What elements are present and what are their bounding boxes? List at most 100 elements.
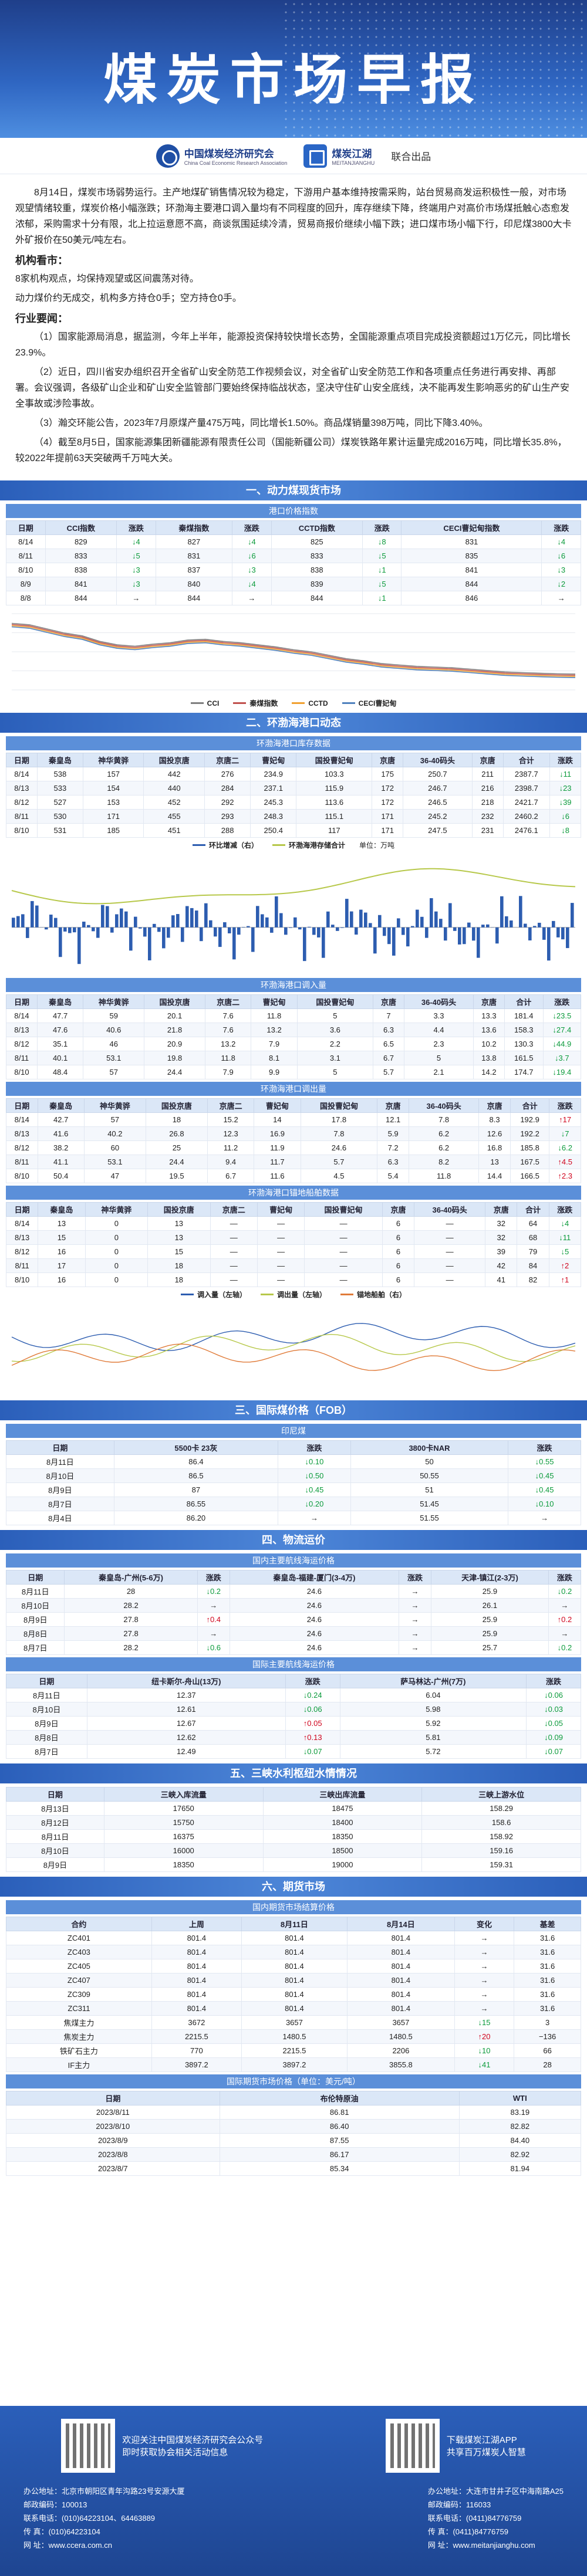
table-row: 8/12 527 153 452 292 245.3 113.6 172 246.5 218 242… (6, 795, 581, 810)
column-header: 秦皇岛 (37, 1098, 85, 1113)
section-4-sub1: 国内主要航线海运价格 (6, 1553, 581, 1568)
column-header: 京唐 (478, 1098, 511, 1113)
table-cell: 3897.2 (241, 2057, 348, 2072)
table-cell: 103.3 (296, 767, 373, 781)
table-cell: ↓23 (549, 781, 581, 796)
bar (294, 917, 297, 928)
table-cell: 237.1 (250, 781, 297, 796)
bar (223, 922, 227, 928)
meitanjianghu-logo: 煤炭江湖 MEITANJIANGHU (303, 144, 375, 168)
bar (162, 927, 166, 949)
table-cell: 5 (296, 1065, 374, 1079)
table-cell: ↑0.05 (285, 1716, 340, 1731)
table-cell: 8月9日 (5, 1612, 65, 1627)
table-cell: 833 (45, 549, 117, 563)
table-row: 8/11 40.1 53.1 19.8 11.8 8.1 3.1 6.7 5 13.8 161.5 ↓… (6, 1051, 582, 1065)
table-cell: 801.4 (346, 1959, 455, 1974)
column-header: 合计 (502, 753, 551, 767)
table-header-row: 日期 秦皇岛 神华黄骅 国投京唐 京唐二 曹妃甸 国投曹妃甸 京唐 36-40码头 京唐 合计 涨跌 (6, 753, 581, 767)
table-row: 铁矿石主力 770 2215.5 2206 ↓10 66 (6, 2043, 581, 2058)
table-cell: 53.1 (83, 1051, 145, 1065)
table-cell: 19000 (262, 1857, 423, 1872)
column-header: 基差 (514, 1917, 581, 1931)
table-cell: 844 (155, 591, 233, 605)
bar (185, 906, 189, 928)
bar (566, 927, 569, 949)
table-cell: 13.3 (473, 1008, 505, 1023)
bar (533, 926, 537, 928)
table-cell: 14.4 (478, 1169, 511, 1183)
table-cell: → (398, 1612, 432, 1627)
table-cell: 13 (147, 1230, 211, 1245)
table-cell: 焦煤主力 (6, 2015, 152, 2030)
table-cell: ↓0.45 (508, 1468, 581, 1483)
table-cell: 32 (485, 1230, 518, 1245)
table-cell: 166.5 (510, 1169, 550, 1183)
mtjh-website-link[interactable]: 网 址：www.meitanjianghu.com (427, 2541, 535, 2550)
table-cell: 84.40 (458, 2133, 582, 2148)
table-cell: 13.6 (473, 1023, 505, 1037)
bar (303, 927, 306, 962)
table-cell: 527 (36, 795, 83, 810)
news-2: （2）近日，四川省安办组织召开全省矿山安全防范工作视频会议，对全省矿山安全防范工… (15, 367, 570, 409)
bar (195, 910, 198, 928)
table-cell: 440 (143, 781, 205, 796)
table-cell: ↓4 (116, 534, 156, 549)
table-row: ZC401 801.4 801.4 801.4 → 31.6 (6, 1931, 581, 1945)
bar (561, 927, 565, 940)
table-cell: ↓0.24 (285, 1688, 340, 1702)
column-header: 京唐二 (207, 1098, 255, 1113)
table-cell: 801.4 (346, 1945, 455, 1959)
table-cell: 11.8 (408, 1169, 480, 1183)
table-row: IF主力 3897.2 3897.2 3855.8 ↓41 28 (6, 2057, 581, 2072)
flow-line (11, 1323, 576, 1352)
table-cell: 7.9 (251, 1037, 298, 1051)
table-cell: ↓23.5 (542, 1008, 582, 1023)
table-cell: 8/10 (6, 1169, 38, 1183)
table-cell: 801.4 (151, 1973, 242, 1988)
table-cell: 19.8 (144, 1051, 205, 1065)
bar (467, 922, 471, 928)
table-cell: 452 (143, 795, 205, 810)
bar (143, 927, 147, 937)
table-row: 8/11 17 0 18— — —6—42 84 ↑2 (5, 1258, 582, 1273)
ccera-qr-code[interactable] (61, 2419, 116, 2473)
bar (472, 927, 475, 941)
bar (505, 916, 508, 928)
column-header: 涨跌 (541, 520, 581, 535)
table-cell: ↓8 (549, 823, 581, 838)
table-cell: ↓7 (549, 1126, 581, 1141)
column-header: 合计 (510, 1098, 550, 1113)
column-header: 涨跌 (526, 1674, 581, 1688)
table-cell: 28.2 (64, 1598, 198, 1613)
table-cell: 801.4 (241, 1959, 348, 1974)
table-cell: 276 (204, 767, 251, 781)
table-cell: 250.7 (403, 767, 473, 781)
table-cell: ↓1 (362, 563, 402, 577)
table-cell: 157 (82, 767, 144, 781)
table-cell: 801.4 (241, 1931, 348, 1945)
table-cell: 17 (38, 1258, 86, 1273)
ccera-website-link[interactable]: 网 址：www.ccera.com.cn (23, 2541, 112, 2550)
table-row: 8月9日 87 ↓0.45 51 ↓0.45 (6, 1482, 581, 1497)
table-cell: 47 (83, 1169, 146, 1183)
table-cell: 831 (401, 534, 542, 549)
table-cell: 59 (83, 1008, 145, 1023)
table-cell: 801.4 (151, 1987, 242, 2002)
table-cell: 12.6 (478, 1126, 511, 1141)
table-cell: 6.2 (408, 1126, 480, 1141)
table-cell: 175 (372, 767, 404, 781)
table-cell: 8/11 (6, 1155, 38, 1169)
table-cell: 234.9 (250, 767, 297, 781)
bar (406, 927, 410, 947)
bar (129, 927, 133, 951)
table-cell: 8月10日 (6, 1702, 87, 1717)
table-cell: 8/12 (6, 1037, 38, 1051)
table-cell: 231 (471, 823, 504, 838)
table-cell: 530 (36, 809, 83, 824)
table-cell: ↓3.7 (542, 1051, 582, 1065)
org-heading: 机构看市： (15, 255, 68, 266)
table-row: 8月8日 12.62 ↑0.13 5.81 ↓0.09 (6, 1730, 581, 1745)
summary-section: 8月14日，煤炭市场弱势运行。主产地煤矿销售情况较为稳定，下游用户基本维持按需采… (0, 174, 587, 476)
app-qr-code[interactable] (385, 2419, 440, 2473)
